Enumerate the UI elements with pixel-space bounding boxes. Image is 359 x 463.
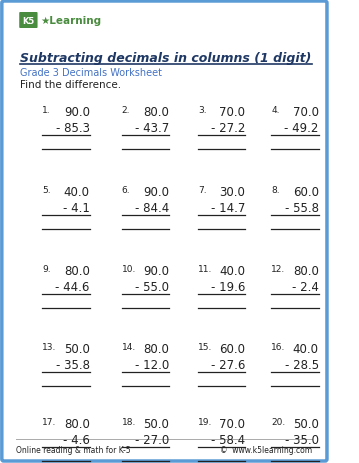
Text: 7.: 7. <box>198 186 206 194</box>
Text: 30.0: 30.0 <box>220 186 246 199</box>
Text: 80.0: 80.0 <box>144 106 169 119</box>
Text: 17.: 17. <box>42 417 56 426</box>
Text: - 12.0: - 12.0 <box>135 358 169 371</box>
Text: Find the difference.: Find the difference. <box>20 80 121 90</box>
Text: 9.: 9. <box>42 264 51 274</box>
Text: Online reading & math for K-5: Online reading & math for K-5 <box>17 445 131 454</box>
Text: ★Learning: ★Learning <box>40 16 102 26</box>
Text: 6.: 6. <box>122 186 130 194</box>
Text: 16.: 16. <box>271 342 285 351</box>
Text: 12.: 12. <box>271 264 285 274</box>
Text: 14.: 14. <box>122 342 136 351</box>
Text: - 44.6: - 44.6 <box>55 281 90 294</box>
Text: - 58.4: - 58.4 <box>211 433 246 446</box>
Text: - 19.6: - 19.6 <box>211 281 246 294</box>
Text: - 28.5: - 28.5 <box>285 358 319 371</box>
Text: 15.: 15. <box>198 342 212 351</box>
Text: 90.0: 90.0 <box>64 106 90 119</box>
Text: 80.0: 80.0 <box>64 417 90 430</box>
Text: 50.0: 50.0 <box>293 417 319 430</box>
Text: Subtracting decimals in columns (1 digit): Subtracting decimals in columns (1 digit… <box>20 52 312 65</box>
Text: 2.: 2. <box>122 106 130 115</box>
Text: 50.0: 50.0 <box>144 417 169 430</box>
Text: 80.0: 80.0 <box>64 264 90 277</box>
Text: 8.: 8. <box>271 186 280 194</box>
Text: 13.: 13. <box>42 342 56 351</box>
Text: 60.0: 60.0 <box>219 342 246 355</box>
Text: - 85.3: - 85.3 <box>56 122 90 135</box>
Text: 11.: 11. <box>198 264 212 274</box>
FancyBboxPatch shape <box>19 13 38 29</box>
Text: Grade 3 Decimals Worksheet: Grade 3 Decimals Worksheet <box>20 68 162 78</box>
Text: - 27.6: - 27.6 <box>211 358 246 371</box>
Text: 70.0: 70.0 <box>293 106 319 119</box>
Text: - 55.0: - 55.0 <box>135 281 169 294</box>
Text: - 43.7: - 43.7 <box>135 122 169 135</box>
Text: 20.: 20. <box>271 417 285 426</box>
Text: 5.: 5. <box>42 186 51 194</box>
Text: 18.: 18. <box>122 417 136 426</box>
Text: - 49.2: - 49.2 <box>284 122 319 135</box>
Text: 40.0: 40.0 <box>64 186 90 199</box>
Text: 70.0: 70.0 <box>219 417 246 430</box>
Text: 80.0: 80.0 <box>293 264 319 277</box>
Text: - 27.2: - 27.2 <box>211 122 246 135</box>
Text: - 2.4: - 2.4 <box>292 281 319 294</box>
FancyBboxPatch shape <box>2 2 327 461</box>
Text: K5: K5 <box>22 17 34 25</box>
Text: 3.: 3. <box>198 106 206 115</box>
Text: ©  www.k5learning.com: © www.k5learning.com <box>220 445 312 454</box>
Text: - 55.8: - 55.8 <box>285 201 319 214</box>
Text: - 4.6: - 4.6 <box>63 433 90 446</box>
Text: 90.0: 90.0 <box>144 186 169 199</box>
Text: 4.: 4. <box>271 106 280 115</box>
Text: - 27.0: - 27.0 <box>135 433 169 446</box>
Text: - 35.0: - 35.0 <box>285 433 319 446</box>
Text: 70.0: 70.0 <box>219 106 246 119</box>
Text: 60.0: 60.0 <box>293 186 319 199</box>
Text: - 84.4: - 84.4 <box>135 201 169 214</box>
Text: 40.0: 40.0 <box>219 264 246 277</box>
Text: 90.0: 90.0 <box>144 264 169 277</box>
Text: - 14.7: - 14.7 <box>211 201 246 214</box>
Text: 10.: 10. <box>122 264 136 274</box>
Text: 19.: 19. <box>198 417 212 426</box>
Text: 1.: 1. <box>42 106 51 115</box>
Text: 50.0: 50.0 <box>64 342 90 355</box>
Text: - 35.8: - 35.8 <box>56 358 90 371</box>
Text: 80.0: 80.0 <box>144 342 169 355</box>
Text: 40.0: 40.0 <box>293 342 319 355</box>
Text: - 4.1: - 4.1 <box>63 201 90 214</box>
